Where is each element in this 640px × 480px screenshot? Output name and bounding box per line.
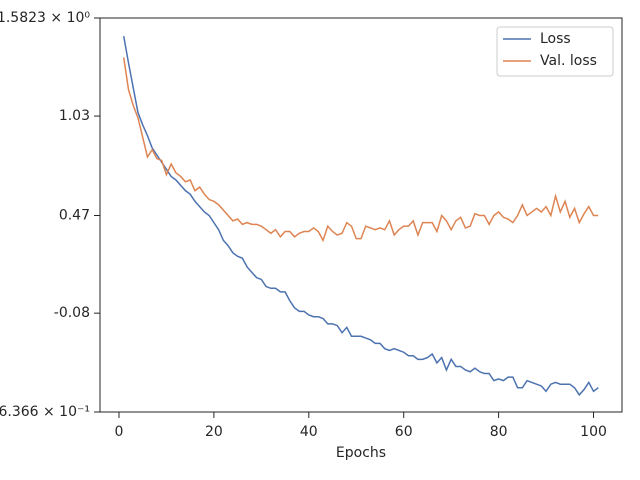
x-tick-label: 40 — [300, 424, 318, 440]
legend-label: Val. loss — [540, 53, 597, 69]
y-tick-label: 1.03 — [59, 108, 90, 124]
line-series — [122, 57, 599, 243]
y-tick-label: -0.08 — [54, 305, 90, 321]
x-tick-label: 20 — [205, 424, 223, 440]
legend-label: Loss — [540, 31, 571, 47]
x-tick-label: 60 — [395, 424, 413, 440]
y-tick-label: −6.366 × 10⁻¹ — [0, 404, 90, 420]
y-tick-label: 0.47 — [59, 208, 90, 224]
x-tick-label: 100 — [580, 424, 607, 440]
x-axis-label: Epochs — [336, 445, 386, 461]
plot-frame — [99, 17, 623, 413]
line-series — [122, 36, 599, 397]
y-tick-label: 1.5823 × 10⁰ — [0, 10, 90, 26]
x-tick-label: 80 — [490, 424, 508, 440]
x-tick-label: 0 — [115, 424, 124, 440]
